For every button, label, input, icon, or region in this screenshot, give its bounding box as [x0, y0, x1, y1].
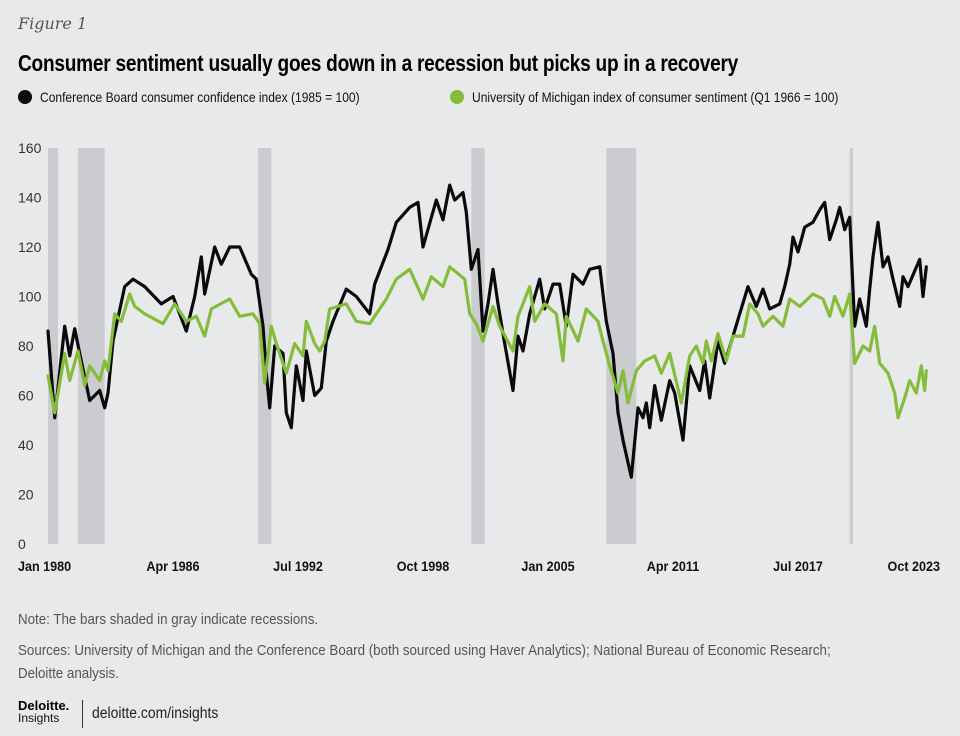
x-tick-label: Apr 2011: [647, 558, 700, 574]
y-tick-label: 100: [18, 289, 42, 305]
x-tick-label: Apr 1986: [146, 558, 199, 574]
x-tick-label: Jul 2017: [773, 558, 823, 574]
footer-divider: [82, 700, 83, 728]
legend: Conference Board consumer confidence ind…: [18, 89, 898, 105]
legend-swatch-green: [450, 90, 464, 104]
legend-label: University of Michigan index of consumer…: [472, 89, 839, 105]
recession-bar: [849, 148, 853, 544]
legend-item-michigan: University of Michigan index of consumer…: [450, 89, 898, 105]
legend-swatch-black: [18, 90, 32, 104]
x-tick-label: Jan 2005: [521, 558, 575, 574]
x-tick-label: Oct 2023: [888, 558, 940, 574]
y-tick-label: 60: [18, 388, 34, 404]
x-tick-label: Jul 1992: [273, 558, 323, 574]
legend-label: Conference Board consumer confidence ind…: [40, 89, 360, 105]
recession-bar: [78, 148, 105, 544]
logo-insights: Insights: [18, 711, 60, 725]
sources-text-cont: Deloitte analysis.: [18, 666, 119, 682]
footer-url[interactable]: deloitte.com/insights: [92, 705, 219, 722]
note-text: Note: The bars shaded in gray indicate r…: [18, 612, 319, 628]
legend-item-conference-board: Conference Board consumer confidence ind…: [18, 89, 450, 105]
logo-deloitte: Deloitte.: [18, 698, 70, 713]
chart-title: Consumer sentiment usually goes down in …: [18, 50, 738, 76]
y-tick-label: 120: [18, 239, 42, 255]
series-line-conference-board: [46, 183, 928, 479]
y-tick-label: 140: [18, 190, 42, 206]
y-tick-label: 20: [18, 487, 34, 503]
x-tick-label: Oct 1998: [397, 558, 449, 574]
y-tick-label: 160: [18, 140, 42, 156]
recession-bar: [48, 148, 58, 544]
y-tick-label: 40: [18, 437, 34, 453]
x-tick-label: Jan 1980: [18, 558, 71, 574]
deloitte-insights-logo: Deloitte. Insights: [18, 698, 70, 725]
line-chart: 0 20 40 60 80 100 120 140 160 Jan 1980 Apr 1986 Jul…: [18, 140, 940, 574]
series-line-michigan: [46, 265, 928, 420]
y-tick-label: 80: [18, 338, 34, 354]
recession-bar: [471, 148, 485, 544]
y-tick-label: 0: [18, 536, 26, 552]
sources-text: Sources: University of Michigan and the …: [18, 643, 831, 659]
figure-label: Figure 1: [18, 14, 88, 33]
